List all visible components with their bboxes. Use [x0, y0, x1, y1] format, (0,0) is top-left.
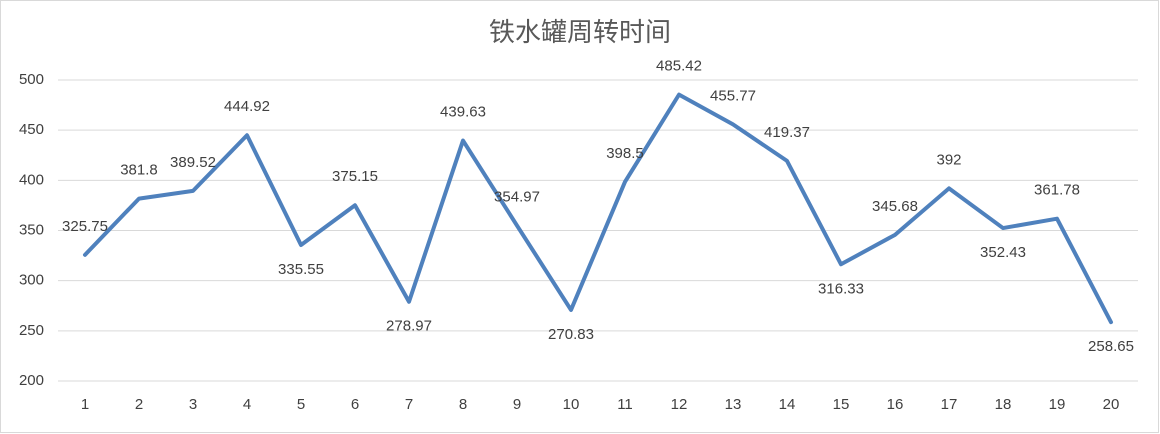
y-tick-label: 500 — [19, 71, 44, 88]
data-label: 278.97 — [386, 318, 432, 335]
x-tick-label: 20 — [1103, 396, 1120, 413]
data-label: 325.75 — [62, 218, 108, 235]
data-label: 392 — [936, 151, 961, 168]
data-label: 375.15 — [332, 168, 378, 185]
data-label: 419.37 — [764, 124, 810, 141]
x-tick-label: 18 — [995, 396, 1012, 413]
data-label: 439.63 — [440, 104, 486, 121]
data-label: 352.43 — [980, 244, 1026, 261]
y-tick-label: 200 — [19, 372, 44, 389]
x-tick-label: 4 — [243, 396, 251, 413]
x-tick-label: 7 — [405, 396, 413, 413]
data-label: 444.92 — [224, 98, 270, 115]
y-tick-label: 450 — [19, 121, 44, 138]
x-tick-label: 5 — [297, 396, 305, 413]
data-label: 455.77 — [710, 87, 756, 104]
data-label: 361.78 — [1034, 182, 1080, 199]
data-label: 398.5 — [606, 145, 644, 162]
x-tick-label: 3 — [189, 396, 197, 413]
x-tick-label: 17 — [941, 396, 958, 413]
y-tick-label: 350 — [19, 221, 44, 238]
x-tick-label: 10 — [563, 396, 580, 413]
x-tick-label: 6 — [351, 396, 359, 413]
data-label: 335.55 — [278, 261, 324, 278]
y-tick-label: 300 — [19, 272, 44, 289]
data-label: 270.83 — [548, 326, 594, 343]
x-tick-label: 16 — [887, 396, 904, 413]
data-label: 485.42 — [656, 58, 702, 75]
x-tick-label: 9 — [513, 396, 521, 413]
data-label: 354.97 — [494, 188, 540, 205]
x-tick-label: 2 — [135, 396, 143, 413]
x-tick-label: 8 — [459, 396, 467, 413]
x-tick-label: 14 — [779, 396, 796, 413]
x-tick-label: 13 — [725, 396, 742, 413]
data-label: 258.65 — [1088, 338, 1134, 355]
data-label: 316.33 — [818, 280, 864, 297]
x-tick-label: 11 — [617, 396, 633, 413]
data-label: 389.52 — [170, 154, 216, 171]
x-tick-label: 12 — [671, 396, 688, 413]
x-tick-label: 15 — [833, 396, 850, 413]
chart-title: 铁水罐周转时间 — [489, 17, 671, 47]
y-tick-label: 400 — [19, 171, 44, 188]
x-tick-label: 19 — [1049, 396, 1066, 413]
line-series — [83, 92, 1113, 325]
data-label: 345.68 — [872, 198, 918, 215]
data-label: 381.8 — [120, 162, 158, 179]
x-tick-label: 1 — [81, 396, 89, 413]
y-tick-label: 250 — [19, 322, 44, 339]
